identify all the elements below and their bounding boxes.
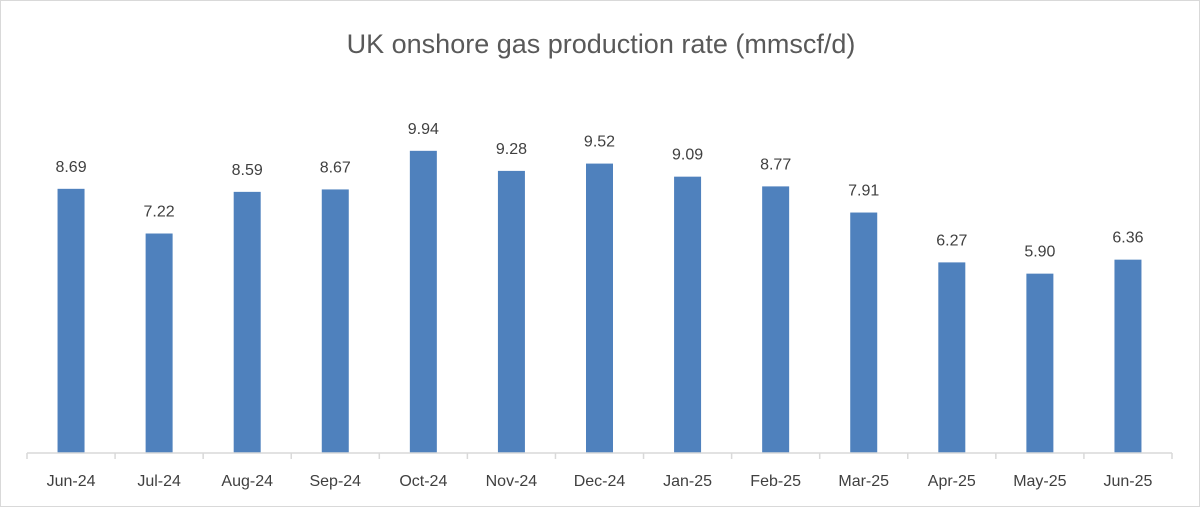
data-label: 6.27 — [936, 232, 967, 249]
bar-dec-24 — [586, 163, 613, 454]
x-tick-label: Feb-25 — [750, 473, 801, 490]
data-label: 7.91 — [848, 183, 879, 200]
x-tick-label: Apr-25 — [928, 473, 976, 490]
bar-jul-24 — [145, 233, 173, 453]
data-label: 9.94 — [408, 121, 439, 138]
x-tick-label: Mar-25 — [838, 473, 889, 490]
data-label: 8.69 — [55, 159, 86, 176]
bar-jun-24 — [57, 188, 85, 453]
data-label: 5.90 — [1024, 244, 1055, 261]
bar-mar-25 — [850, 212, 878, 453]
x-tick-label: Sep-24 — [309, 473, 361, 490]
bar-jan-25 — [674, 176, 702, 453]
bar-feb-25 — [762, 186, 790, 453]
x-tick-label: Dec-24 — [574, 473, 626, 490]
x-tick-label: Oct-24 — [399, 473, 447, 490]
bar-sep-24 — [321, 189, 349, 453]
x-tick-label: Jul-24 — [137, 473, 181, 490]
data-label: 7.22 — [144, 204, 175, 221]
x-tick-label: Nov-24 — [486, 473, 538, 490]
x-tick-label: Aug-24 — [221, 473, 273, 490]
x-tick-label: May-25 — [1013, 473, 1066, 490]
x-tick-label: Jun-24 — [47, 473, 96, 490]
bar-may-25 — [1026, 273, 1054, 453]
x-tick-label: Jan-25 — [663, 473, 712, 490]
bar-nov-24 — [497, 170, 525, 453]
data-label: 8.67 — [320, 159, 351, 176]
bar-apr-25 — [938, 262, 966, 453]
chart-title: UK onshore gas production rate (mmscf/d) — [347, 29, 856, 59]
bar-oct-24 — [409, 150, 437, 453]
bar-aug-24 — [233, 191, 261, 453]
data-label: 9.09 — [672, 147, 703, 164]
data-label: 8.77 — [760, 156, 791, 173]
data-label: 9.28 — [496, 141, 527, 158]
data-label: 9.52 — [584, 134, 615, 151]
bar-jun-25 — [1114, 259, 1142, 453]
data-label: 8.59 — [232, 162, 263, 179]
x-tick-label: Jun-25 — [1104, 473, 1153, 490]
data-label: 6.36 — [1112, 230, 1143, 247]
